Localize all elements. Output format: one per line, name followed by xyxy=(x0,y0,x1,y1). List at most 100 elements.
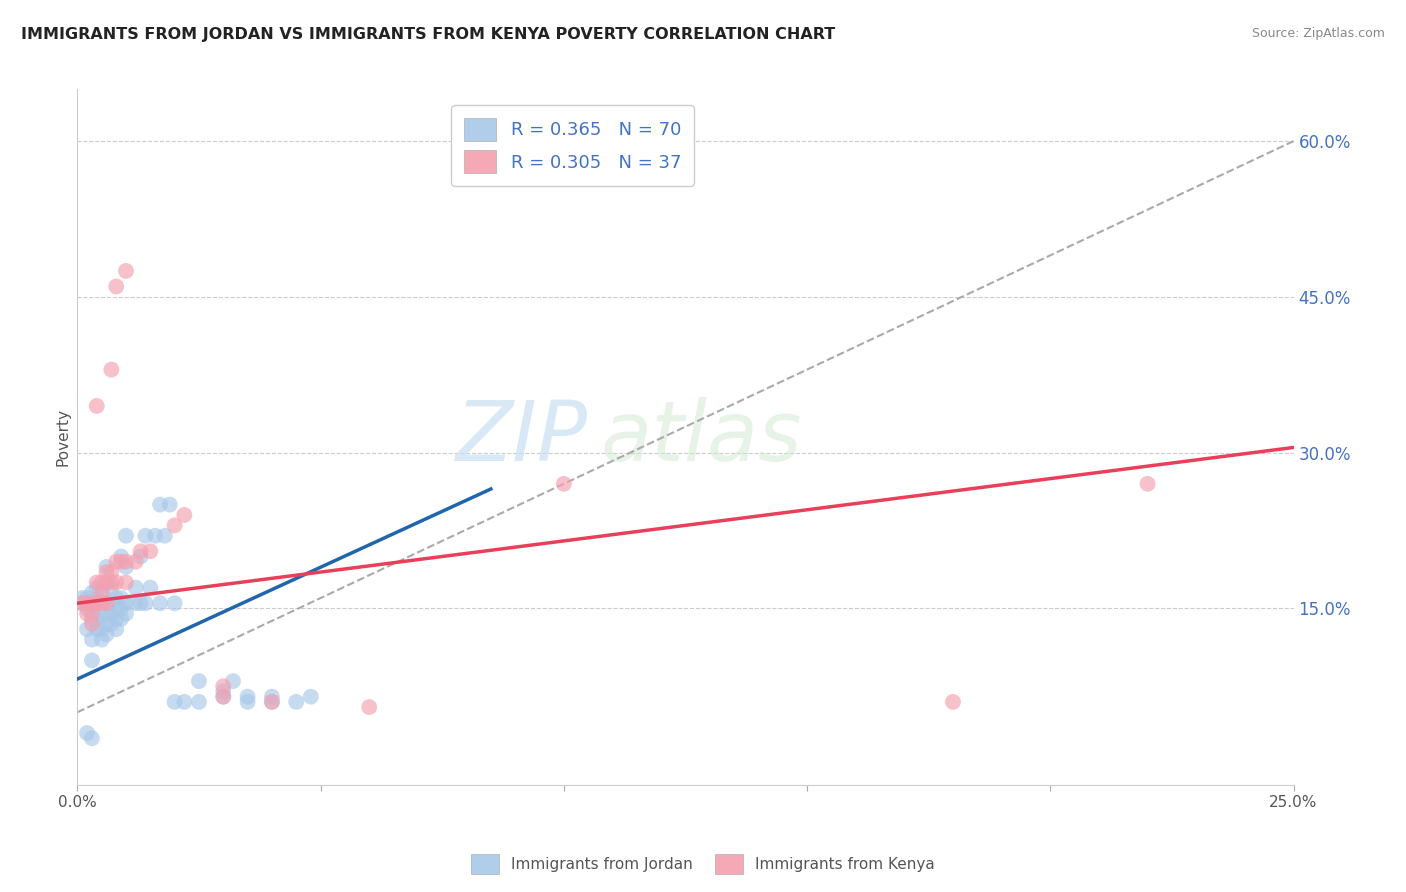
Point xyxy=(76,591,98,605)
Point xyxy=(110,612,132,626)
Point xyxy=(96,617,118,632)
Point xyxy=(260,695,283,709)
Point xyxy=(1136,476,1159,491)
Point xyxy=(115,575,138,590)
Point xyxy=(80,596,103,610)
Point xyxy=(159,498,181,512)
Point xyxy=(212,690,235,704)
Point xyxy=(86,399,108,413)
Point xyxy=(553,476,575,491)
Point xyxy=(70,596,93,610)
Point xyxy=(285,695,308,709)
Point xyxy=(96,560,118,574)
Point xyxy=(96,627,118,641)
Point xyxy=(90,622,112,636)
Point xyxy=(173,695,195,709)
Point xyxy=(143,529,166,543)
Point xyxy=(100,607,122,621)
Point xyxy=(76,596,98,610)
Point xyxy=(86,575,108,590)
Point xyxy=(70,591,93,605)
Point xyxy=(236,695,259,709)
Point xyxy=(105,591,128,605)
Point xyxy=(76,622,98,636)
Point xyxy=(134,596,156,610)
Point xyxy=(139,581,162,595)
Point xyxy=(90,586,112,600)
Point xyxy=(90,596,112,610)
Point xyxy=(260,695,283,709)
Point xyxy=(80,653,103,667)
Point xyxy=(105,622,128,636)
Point xyxy=(942,695,965,709)
Point xyxy=(110,591,132,605)
Point xyxy=(96,596,118,610)
Legend: Immigrants from Jordan, Immigrants from Kenya: Immigrants from Jordan, Immigrants from … xyxy=(465,848,941,880)
Point xyxy=(86,612,108,626)
Point xyxy=(105,555,128,569)
Point xyxy=(236,690,259,704)
Point xyxy=(188,695,211,709)
Point xyxy=(80,632,103,647)
Point xyxy=(129,596,152,610)
Point xyxy=(100,575,122,590)
Point xyxy=(90,575,112,590)
Point xyxy=(212,679,235,693)
Point xyxy=(76,596,98,610)
Point xyxy=(212,690,235,704)
Point xyxy=(299,690,322,704)
Point xyxy=(110,555,132,569)
Point xyxy=(80,596,103,610)
Point xyxy=(80,586,103,600)
Point xyxy=(212,684,235,698)
Point xyxy=(80,731,103,746)
Point xyxy=(110,601,132,615)
Point xyxy=(115,607,138,621)
Point xyxy=(110,549,132,564)
Text: IMMIGRANTS FROM JORDAN VS IMMIGRANTS FROM KENYA POVERTY CORRELATION CHART: IMMIGRANTS FROM JORDAN VS IMMIGRANTS FRO… xyxy=(21,27,835,42)
Point xyxy=(100,617,122,632)
Text: ZIP: ZIP xyxy=(456,397,588,477)
Point xyxy=(76,607,98,621)
Legend: R = 0.365   N = 70, R = 0.305   N = 37: R = 0.365 N = 70, R = 0.305 N = 37 xyxy=(451,105,695,186)
Point xyxy=(125,555,148,569)
Point xyxy=(80,607,103,621)
Point xyxy=(139,544,162,558)
Point xyxy=(86,581,108,595)
Point xyxy=(153,529,176,543)
Point xyxy=(129,544,152,558)
Point xyxy=(90,586,112,600)
Point xyxy=(115,555,138,569)
Point xyxy=(115,596,138,610)
Point xyxy=(188,674,211,689)
Point xyxy=(149,596,172,610)
Point xyxy=(90,596,112,610)
Point xyxy=(100,362,122,376)
Point xyxy=(125,581,148,595)
Text: atlas: atlas xyxy=(600,397,801,477)
Y-axis label: Poverty: Poverty xyxy=(55,408,70,467)
Point xyxy=(125,596,148,610)
Point xyxy=(96,575,118,590)
Point xyxy=(163,596,186,610)
Point xyxy=(80,612,103,626)
Point xyxy=(70,596,93,610)
Point xyxy=(115,264,138,278)
Point xyxy=(76,726,98,740)
Point xyxy=(90,607,112,621)
Point xyxy=(105,612,128,626)
Point xyxy=(86,596,108,610)
Point xyxy=(105,279,128,293)
Point xyxy=(100,581,122,595)
Point xyxy=(359,700,381,714)
Point xyxy=(76,601,98,615)
Point xyxy=(163,695,186,709)
Point xyxy=(115,560,138,574)
Point xyxy=(115,529,138,543)
Point xyxy=(173,508,195,522)
Point xyxy=(96,565,118,579)
Point xyxy=(134,529,156,543)
Point xyxy=(129,549,152,564)
Point xyxy=(105,601,128,615)
Point xyxy=(80,617,103,632)
